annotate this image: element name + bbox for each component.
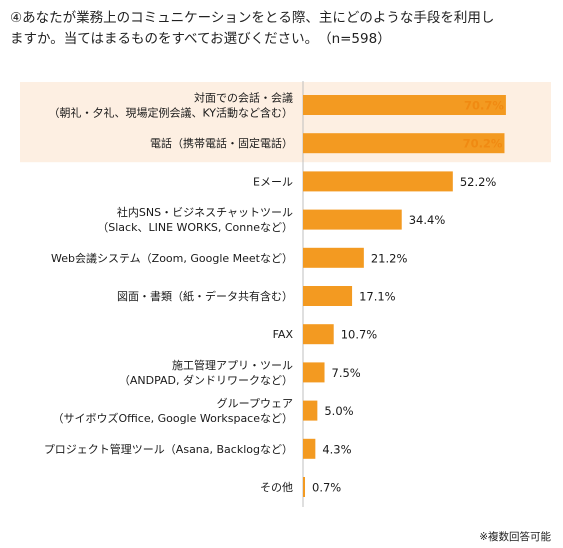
data-label: 5.0% [324,404,353,418]
chart-title-line-2: ますか。当てはまるものをすべてお選びください。 （n=598） [10,31,391,47]
data-label: 10.7% [341,328,378,342]
bar [303,95,506,115]
chart-title-line-1: ④あなたが業務上のコミュニケーションをとる際、主にどのような手段を利用し [10,10,495,26]
category-label: 図面・書類（紙・データ共有含む） [117,289,293,303]
data-label: 0.7% [312,481,341,495]
bar [303,133,505,154]
data-label: 21.2% [371,251,408,265]
data-label: 70.2% [463,137,503,151]
chart-title: ④あなたが業務上のコミュニケーションをとる際、主にどのような手段を利用し ますか… [10,8,555,50]
data-label: 70.7% [464,99,504,113]
bar [303,324,334,345]
bar [303,400,318,421]
category-label: 施工管理アプリ・ツール [172,358,293,372]
category-label: （ANDPAD, ダンドリワークなど） [119,373,293,387]
data-label: 7.5% [332,366,361,380]
bar [303,171,453,192]
bar [303,209,402,230]
category-label: 電話（携帯電話・固定電話） [150,136,293,150]
data-label: 4.3% [322,442,351,456]
category-label: （Slack、LINE WORKS, Conneなど） [97,221,293,234]
data-label: 17.1% [359,290,396,304]
category-label: 社内SNS・ビジネスチャットツール [117,205,293,219]
bar [303,247,364,268]
bar [303,286,353,306]
category-label: Eメール [253,175,293,188]
data-label: 52.2% [460,175,497,189]
category-label: その他 [260,481,293,494]
category-label: プロジェクト管理ツール（Asana, Backlogなど） [44,442,293,456]
category-label: FAX [273,328,294,341]
footnote: ※複数回答可能 [479,531,551,543]
category-label: グループウェア [217,396,293,410]
bar [303,362,325,383]
data-label: 34.4% [409,213,446,227]
category-label: 対面での会話・会議 [194,91,293,105]
bar [303,438,316,459]
bar [303,477,306,497]
category-label: （朝礼・夕礼、現場定例会議、KY活動など含む） [48,106,293,120]
category-label: （サイボウズOffice, Google Workspaceなど） [52,411,293,425]
category-label: Web会議システム（Zoom, Google Meetなど） [51,251,293,265]
